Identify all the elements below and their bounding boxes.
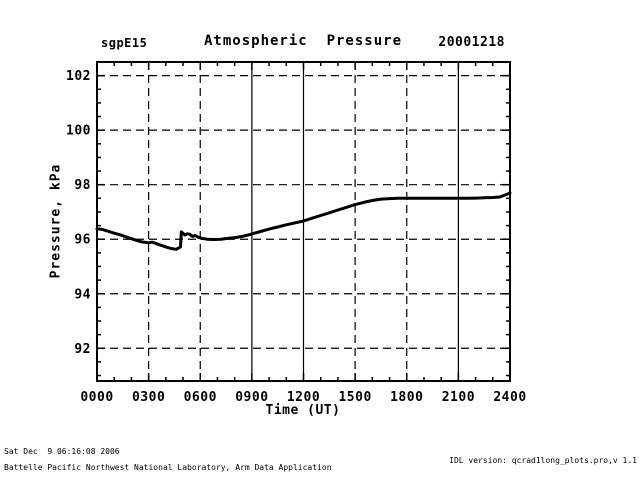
- x-tick-label: 2400: [493, 390, 526, 405]
- y-tick-label: 96: [74, 233, 91, 248]
- idl-version-line: IDL version: qcrad1long_plots.pro,v 1.1: [449, 456, 637, 466]
- x-tick-label: 0000: [80, 390, 113, 405]
- x-axis-title: Time (UT): [265, 403, 341, 418]
- x-tick-label: 0900: [235, 390, 268, 405]
- plot-timestamp: Sat Dec 9 06:16:08 2006: [4, 447, 120, 456]
- site-label: sgpE15: [101, 36, 148, 50]
- chart-title: Atmospheric Pressure: [203, 33, 403, 49]
- x-tick-label: 1500: [338, 390, 371, 405]
- version-info-block: IDL version: qcrad1long_plots.pro,v 1.1 …: [387, 440, 637, 480]
- y-axis-title: Pressure, kPa: [48, 163, 64, 279]
- y-tick-label: 94: [74, 287, 91, 302]
- date-label: 20001218: [438, 35, 505, 50]
- y-tick-label: 92: [74, 342, 91, 357]
- x-tick-label: 2100: [442, 390, 475, 405]
- x-tick-label: 0600: [184, 390, 217, 405]
- pressure-curve: [95, 191, 512, 251]
- y-tick-label: 100: [66, 124, 91, 139]
- y-tick-label: 98: [74, 178, 91, 193]
- plot-frame: [96, 61, 511, 382]
- laboratory-credit: Battelle Pacific Northwest National Labo…: [4, 463, 332, 472]
- y-tick-label: 102: [66, 69, 91, 84]
- x-tick-label: 1200: [287, 390, 320, 405]
- x-tick-label: 0300: [132, 390, 165, 405]
- x-tick-label: 1800: [390, 390, 423, 405]
